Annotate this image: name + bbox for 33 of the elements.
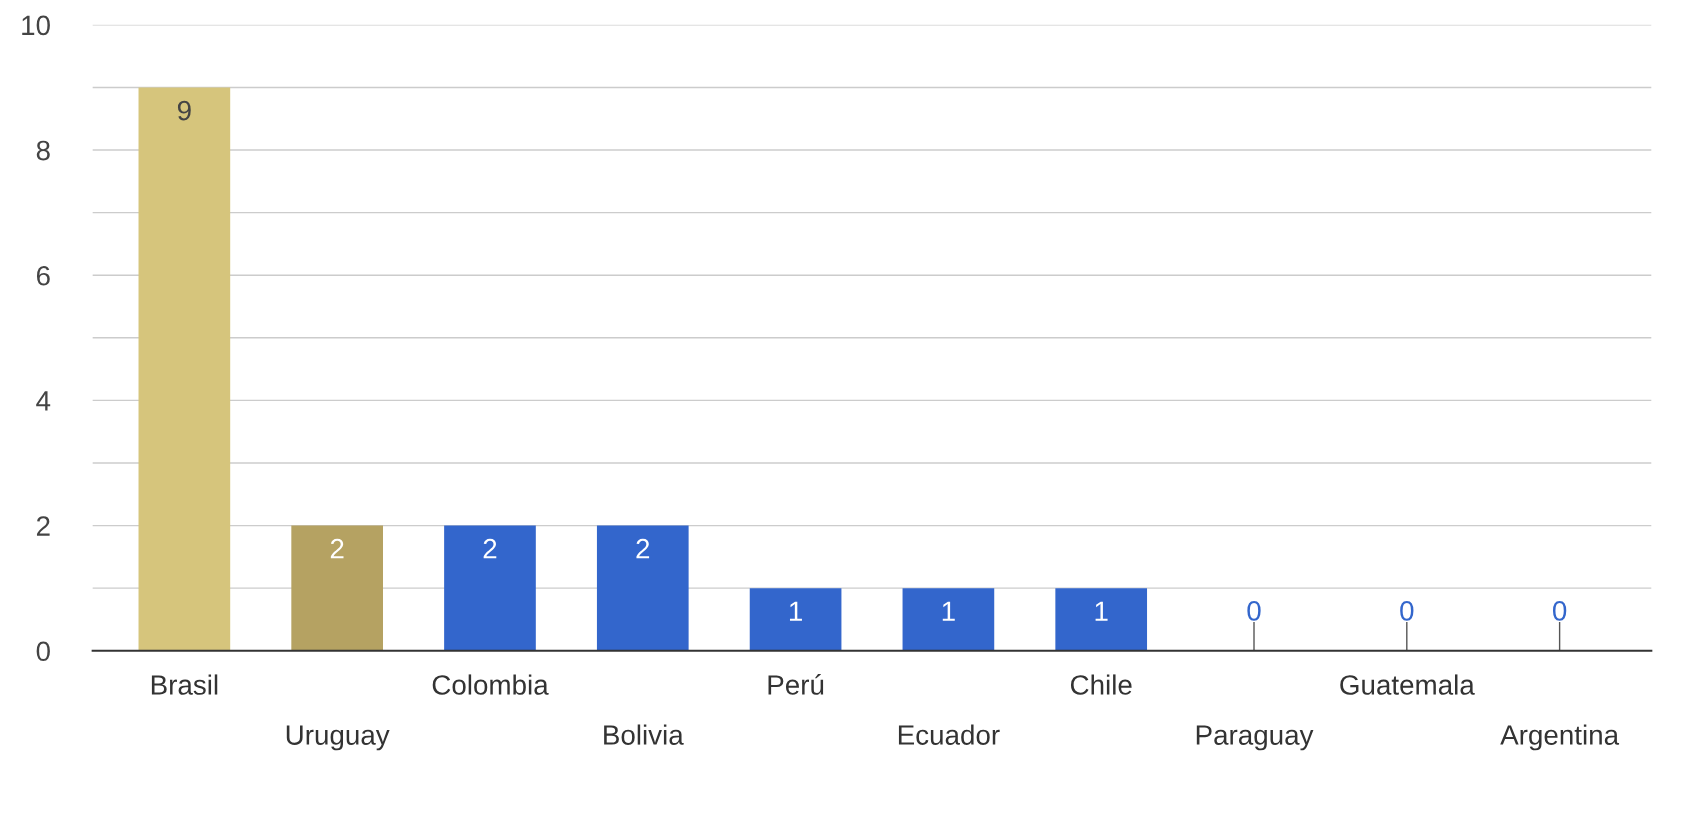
x-tick-label: Uruguay bbox=[286, 725, 390, 751]
x-tick-label: Ecuador bbox=[898, 724, 1000, 745]
bar bbox=[1055, 588, 1148, 651]
bar bbox=[444, 525, 536, 651]
x-tick-label: Colombia bbox=[432, 674, 549, 695]
x-tick-label: Brasil bbox=[151, 674, 218, 695]
x-tick-label: Chile bbox=[1070, 674, 1132, 695]
y-tick-label: 8 bbox=[36, 140, 50, 161]
y-tick-label: 4 bbox=[36, 391, 51, 411]
x-tick-label: Bolivia bbox=[604, 724, 684, 745]
data-label: 0 bbox=[1552, 601, 1567, 621]
x-tick-label: Guatemala bbox=[1340, 674, 1475, 695]
data-label: 9 bbox=[177, 100, 191, 121]
bar bbox=[749, 588, 842, 651]
x-tick-label: Perú bbox=[768, 674, 824, 695]
data-label: 2 bbox=[636, 538, 650, 559]
bar bbox=[902, 588, 995, 651]
y-tick-label: 2 bbox=[36, 516, 50, 536]
bar bbox=[291, 525, 384, 651]
data-label: 2 bbox=[483, 538, 497, 559]
x-tick-label: Paraguay bbox=[1196, 725, 1314, 751]
data-label: 0 bbox=[1247, 601, 1261, 621]
data-label: 1 bbox=[942, 601, 955, 621]
data-label: 0 bbox=[1400, 601, 1414, 621]
bar bbox=[138, 87, 231, 651]
y-tick-label: 0 bbox=[36, 641, 50, 662]
y-tick-label: 10 bbox=[22, 15, 50, 36]
x-tick-label: Argentina bbox=[1500, 724, 1620, 751]
data-label: 1 bbox=[789, 601, 802, 621]
data-label: 1 bbox=[1095, 601, 1108, 621]
data-label: 2 bbox=[330, 538, 344, 559]
bar bbox=[596, 525, 689, 651]
y-tick-label: 6 bbox=[36, 265, 50, 286]
